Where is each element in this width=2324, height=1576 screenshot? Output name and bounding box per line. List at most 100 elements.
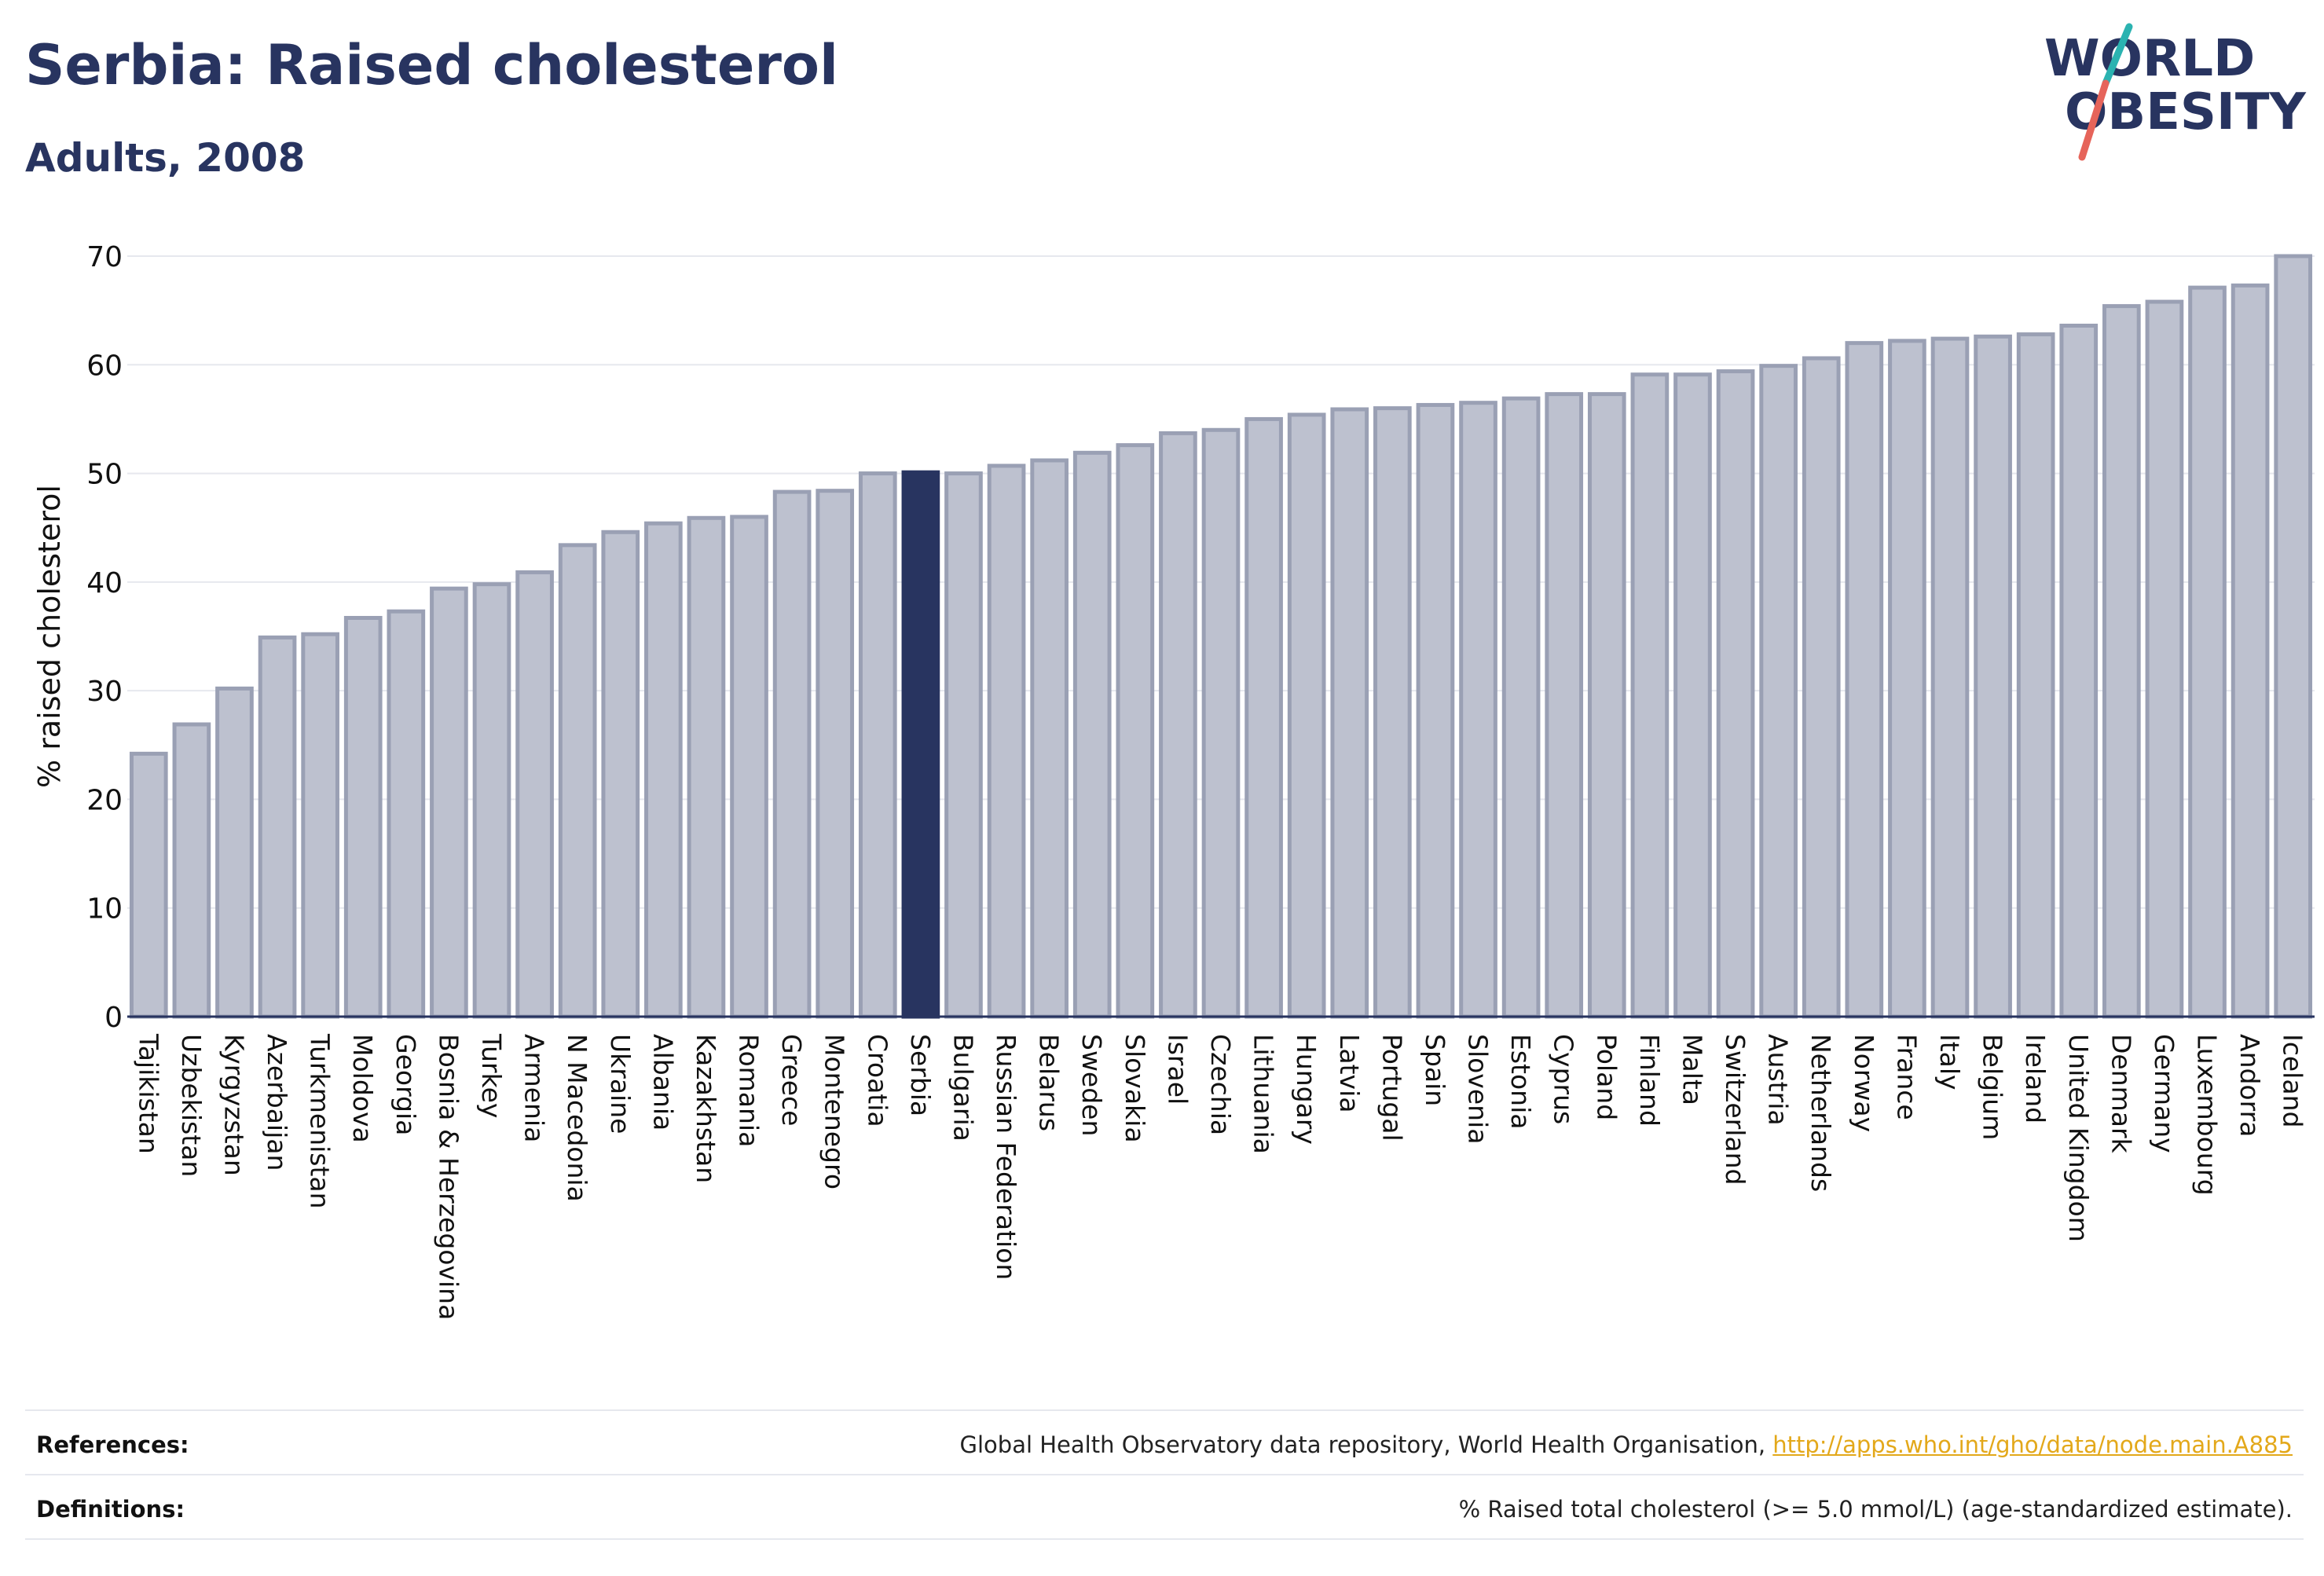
bar-belarus[interactable] <box>1030 458 1069 1019</box>
x-tick-label: Estonia <box>1505 1034 1536 1129</box>
bar-italy[interactable] <box>1930 336 1970 1019</box>
references-source: Global Health Observatory data repositor… <box>959 1431 1773 1458</box>
bar-slovakia[interactable] <box>1116 443 1155 1019</box>
bar-moldova[interactable] <box>343 615 383 1019</box>
bar-united-kingdom[interactable] <box>2059 324 2099 1019</box>
x-tick-label: Austria <box>1763 1034 1794 1126</box>
bar-malta[interactable] <box>1673 372 1712 1019</box>
x-tick-label: Armenia <box>519 1034 550 1142</box>
bar-cyprus[interactable] <box>1545 392 1584 1019</box>
footer-divider-top <box>25 1409 2304 1411</box>
x-tick-label: Poland <box>1591 1034 1622 1120</box>
bar-sweden[interactable] <box>1072 450 1112 1019</box>
bar-georgia[interactable] <box>387 609 426 1019</box>
bar-finland[interactable] <box>1630 372 1670 1019</box>
bar-bulgaria[interactable] <box>944 471 983 1019</box>
bar-romania[interactable] <box>730 515 768 1019</box>
footer-divider-middle <box>25 1474 2304 1475</box>
bars <box>129 254 2313 1019</box>
x-tick-label: Belgium <box>1978 1034 2008 1140</box>
bar-czechia[interactable] <box>1201 427 1241 1019</box>
x-tick-label: Romania <box>734 1034 764 1147</box>
y-tick-label: 30 <box>86 676 123 708</box>
y-tick-label: 10 <box>86 893 123 925</box>
bar-denmark[interactable] <box>2102 304 2141 1019</box>
bar-latvia[interactable] <box>1330 407 1369 1019</box>
x-tick-label: Georgia <box>390 1034 421 1135</box>
x-tick-label: Malta <box>1677 1034 1707 1105</box>
bar-uzbekistan[interactable] <box>172 722 211 1019</box>
bar-hungary[interactable] <box>1287 412 1326 1019</box>
bar-lithuania[interactable] <box>1244 416 1283 1019</box>
x-tick-label: Cyprus <box>1549 1034 1579 1124</box>
bar-serbia[interactable] <box>901 470 940 1019</box>
x-tick-label: Portugal <box>1376 1034 1407 1142</box>
bar-netherlands[interactable] <box>1802 356 1841 1019</box>
bar-kyrgyzstan[interactable] <box>215 686 254 1019</box>
bar-russian-federation[interactable] <box>987 464 1026 1019</box>
bar-austria[interactable] <box>1759 364 1798 1019</box>
bar-tajikistan[interactable] <box>129 751 168 1019</box>
world-obesity-logo: WORLD OBESITY <box>2044 23 2306 161</box>
bar-ukraine[interactable] <box>601 530 640 1019</box>
x-tick-label: Slovenia <box>1463 1034 1494 1144</box>
bar-luxembourg[interactable] <box>2188 285 2227 1019</box>
bar-croatia[interactable] <box>858 471 897 1019</box>
x-tick-label: N Macedonia <box>562 1034 592 1202</box>
bar-n-macedonia[interactable] <box>558 543 597 1019</box>
y-tick-label: 60 <box>86 350 123 382</box>
x-tick-label: Finland <box>1634 1034 1665 1127</box>
bar-greece[interactable] <box>772 489 812 1019</box>
references-link[interactable]: http://apps.who.int/gho/data/node.main.A… <box>1772 1431 2293 1458</box>
bar-turkey[interactable] <box>472 582 511 1019</box>
bar-iceland[interactable] <box>2274 254 2313 1019</box>
x-tick-label: Greece <box>776 1034 807 1126</box>
bar-albania[interactable] <box>644 521 683 1019</box>
x-tick-label: Andorra <box>2234 1034 2265 1137</box>
bar-andorra[interactable] <box>2231 283 2270 1019</box>
x-tick-label: Croatia <box>862 1034 893 1127</box>
bar-ireland[interactable] <box>2016 332 2055 1019</box>
bar-chart: 0 10 20 30 40 50 60 70 Tajikistan Uzbekistan Kyrgy… <box>32 241 2315 1320</box>
bar-norway[interactable] <box>1845 341 1884 1019</box>
logo-text-world: WORLD <box>2044 30 2255 88</box>
x-tick-label: Montenegro <box>819 1034 850 1189</box>
bar-armenia[interactable] <box>515 570 554 1019</box>
bar-spain[interactable] <box>1416 402 1455 1019</box>
y-tick-label: 70 <box>86 241 123 273</box>
references-label: References: <box>36 1431 189 1458</box>
bar-slovenia[interactable] <box>1459 401 1497 1019</box>
bar-turkmenistan[interactable] <box>301 632 339 1019</box>
logo-slash-teal <box>2102 23 2133 87</box>
bar-estonia[interactable] <box>1501 396 1541 1019</box>
x-tick-label: Iceland <box>2278 1034 2308 1127</box>
x-tick-label: Russian Federation <box>991 1034 1021 1280</box>
bar-france[interactable] <box>1888 339 1926 1019</box>
x-tick-label: Slovakia <box>1120 1034 1150 1143</box>
x-tick-label: Netherlands <box>1805 1034 1836 1192</box>
x-tick-label: Sweden <box>1076 1034 1107 1136</box>
bar-montenegro[interactable] <box>816 489 855 1019</box>
bar-germany[interactable] <box>2145 299 2184 1019</box>
x-tick-label: Albania <box>647 1034 678 1131</box>
y-tick-label: 40 <box>86 567 123 599</box>
bar-israel[interactable] <box>1159 431 1197 1019</box>
y-axis-label: % raised cholesterol <box>32 485 67 788</box>
bar-kazakhstan[interactable] <box>687 515 726 1019</box>
x-tick-label: Tajikistan <box>133 1033 163 1154</box>
bar-portugal[interactable] <box>1373 406 1412 1019</box>
bar-switzerland[interactable] <box>1716 369 1755 1019</box>
bar-belgium[interactable] <box>1974 334 2012 1019</box>
x-tick-label: Hungary <box>1291 1034 1321 1145</box>
x-tick-label: Bulgaria <box>948 1034 978 1142</box>
x-tick-label: Latvia <box>1334 1034 1365 1112</box>
x-tick-label: Turkey <box>476 1033 507 1118</box>
bar-azerbaijan[interactable] <box>258 635 297 1019</box>
bar-poland[interactable] <box>1587 392 1626 1019</box>
x-tick-label: Kyrgyzstan <box>218 1034 249 1176</box>
footer-divider-bottom <box>25 1538 2304 1540</box>
x-tick-label: Serbia <box>905 1034 936 1116</box>
x-tick-label: Switzerland <box>1720 1034 1750 1186</box>
x-tick-label: France <box>1891 1034 1922 1120</box>
bar-bosnia-herzegovina[interactable] <box>430 586 468 1019</box>
